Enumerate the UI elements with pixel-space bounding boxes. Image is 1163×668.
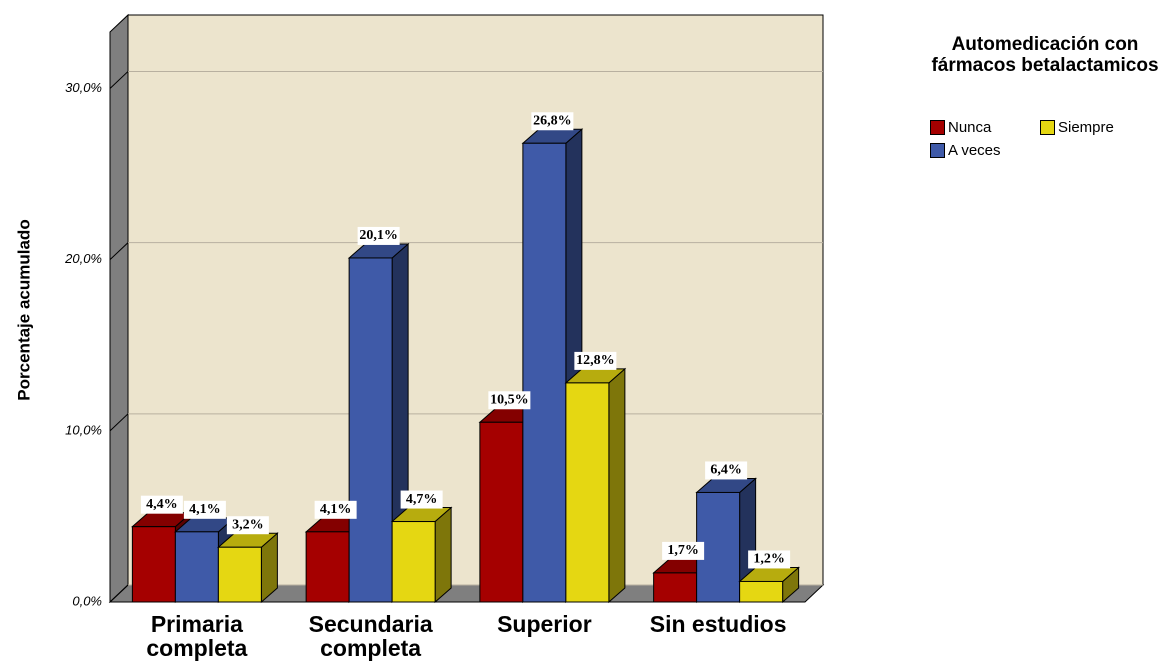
bar: [131, 526, 176, 603]
bar: [348, 257, 393, 603]
value-label: 4,1%: [189, 502, 221, 517]
legend-swatch: [1040, 120, 1055, 135]
bar: [305, 531, 350, 603]
legend-item: A veces: [930, 142, 1001, 159]
side-grid-line: [109, 242, 129, 261]
bar: [174, 531, 219, 603]
value-label: 1,2%: [753, 552, 785, 567]
value-label-bg: [488, 391, 531, 410]
legend-label: A veces: [948, 142, 1001, 159]
legend-label: Siempre: [1058, 119, 1114, 136]
bar-side: [608, 367, 626, 604]
bar: [565, 382, 610, 603]
bar: [522, 142, 567, 603]
value-label: 26,8%: [533, 113, 572, 128]
x-tick-label: Superior: [497, 611, 592, 637]
value-label-bg: [400, 490, 443, 509]
value-label-bg: [183, 500, 226, 519]
bar: [653, 572, 698, 603]
x-tick-label: Primaria completa: [146, 611, 248, 661]
value-label-bg: [314, 500, 357, 519]
value-label-bg: [226, 516, 269, 535]
value-label: 1,7%: [667, 543, 699, 558]
legend-swatch: [930, 120, 945, 135]
value-label: 12,8%: [576, 353, 615, 368]
value-label-bg: [357, 226, 400, 245]
legend-item: Siempre: [1040, 119, 1114, 136]
side-grid-line: [109, 71, 129, 89]
y-tick-label: 20,0%: [64, 251, 102, 266]
value-label-bg: [574, 351, 617, 370]
y-axis-title: Porcentaje acumulado: [14, 219, 33, 400]
side-grid-line: [109, 584, 129, 603]
bar: [479, 421, 524, 603]
value-label: 20,1%: [359, 228, 398, 243]
x-tick-label: Sin estudios: [649, 611, 787, 637]
value-label-bg: [748, 550, 791, 569]
value-label: 4,1%: [320, 502, 352, 517]
value-label-bg: [140, 495, 183, 514]
value-label-bg: [705, 461, 748, 480]
value-label-bg: [531, 112, 574, 131]
legend-item: Nunca: [930, 119, 991, 136]
bar-side: [434, 506, 452, 604]
value-label: 4,4%: [146, 497, 178, 512]
legend-swatch: [930, 143, 945, 158]
legend-title: Automedicación con fármacos betalactamic…: [931, 34, 1159, 76]
bar: [391, 521, 436, 603]
side-wall: [109, 13, 129, 604]
value-label: 4,7%: [406, 492, 438, 507]
side-grid-line: [109, 413, 129, 432]
bar: [739, 580, 784, 603]
value-label: 6,4%: [710, 463, 742, 478]
value-label: 10,5%: [490, 392, 529, 407]
y-tick-label: 30,0%: [65, 80, 102, 95]
value-label-bg: [662, 541, 705, 560]
legend-label: Nunca: [948, 119, 992, 136]
y-tick-label: 0,0%: [72, 593, 102, 608]
value-label: 3,2%: [232, 517, 264, 532]
x-tick-label: Secundaria completa: [308, 611, 433, 661]
y-tick-label: 10,0%: [65, 422, 102, 437]
bar: [217, 546, 262, 603]
